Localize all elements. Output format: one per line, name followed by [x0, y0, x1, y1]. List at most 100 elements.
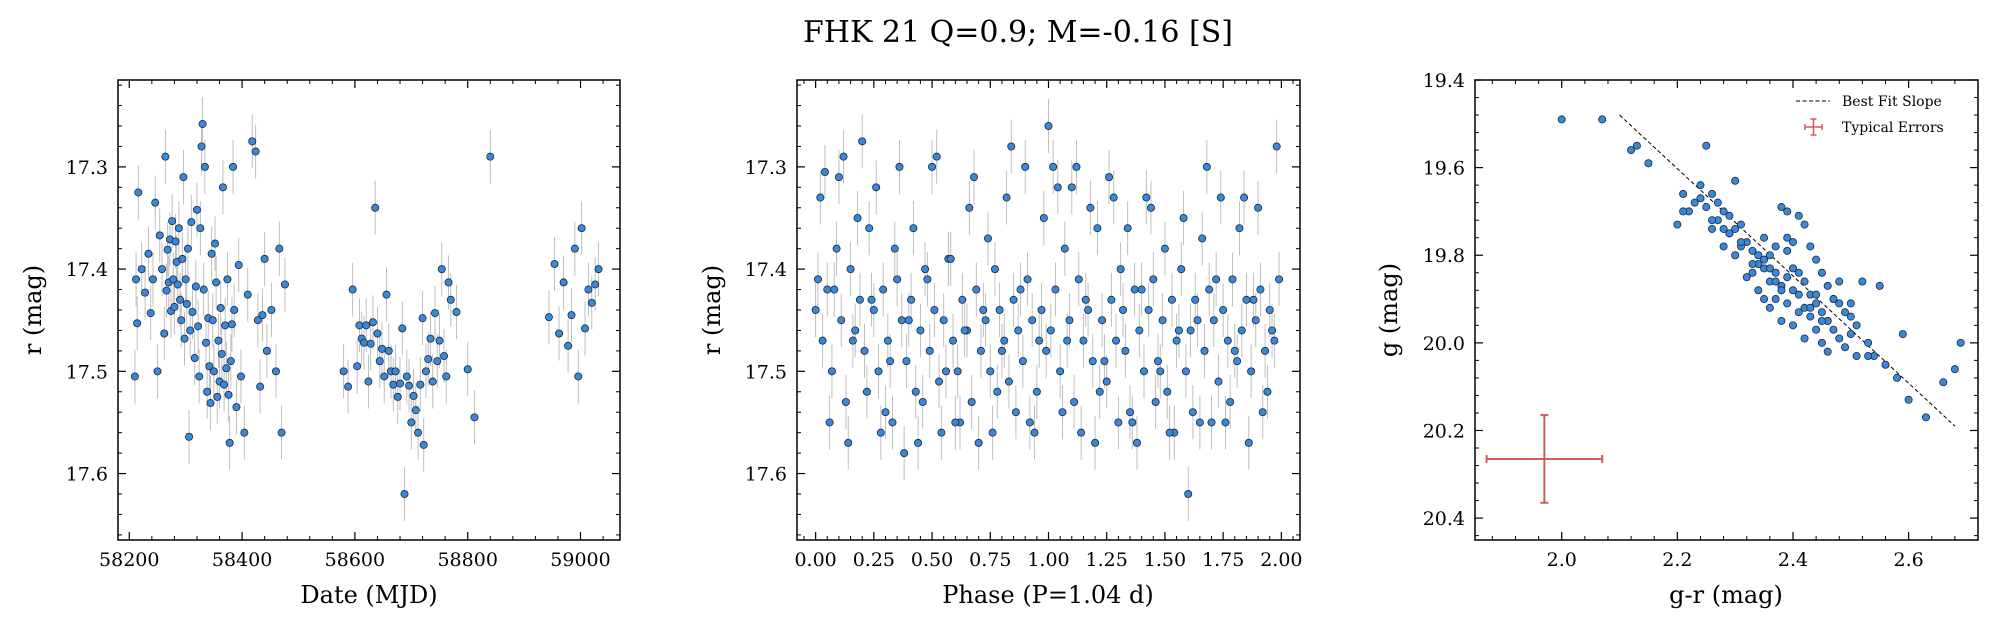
light-curve-point [384, 346, 393, 355]
phase-curve-point [1212, 275, 1221, 284]
phase-curve-point [1221, 418, 1230, 427]
phase-curve-point [1130, 285, 1139, 294]
color-magnitude-point [1841, 343, 1850, 352]
phase-curve-point [904, 316, 913, 325]
phase-curve-point [876, 428, 885, 437]
phase-curve-point [1037, 305, 1046, 314]
phase-curve-point [830, 285, 839, 294]
color-magnitude-point [1812, 325, 1821, 334]
phase-curve-point [1044, 122, 1053, 131]
color-magnitude-point [1829, 295, 1838, 304]
color-magnitude-point [1823, 281, 1832, 290]
phase-curve-point [897, 316, 906, 325]
color-magnitude-point [1806, 242, 1815, 251]
color-magnitude-point [1708, 189, 1717, 198]
light-curve-point [183, 244, 192, 253]
light-curve-point [191, 282, 200, 291]
color-magnitude-point [1760, 233, 1769, 242]
light-curve-point [564, 341, 573, 350]
color-magnitude-point [1725, 229, 1734, 238]
color-magnitude-point [1719, 242, 1728, 251]
phase-curve-point [1053, 183, 1062, 192]
phase-curve-point [921, 265, 930, 274]
color-magnitude-point [1760, 295, 1769, 304]
color-magnitude-point [1788, 238, 1797, 247]
light-curve-point [201, 338, 210, 347]
color-magnitude-point [1800, 277, 1809, 286]
color-magnitude-point [1921, 413, 1930, 422]
phase-curve-point [1032, 387, 1041, 396]
color-magnitude-point [1748, 268, 1757, 277]
color-magnitude-point [1731, 251, 1740, 260]
phase-curve-point [869, 305, 878, 314]
phase-curve-point [1247, 367, 1256, 376]
phase-curve-point [851, 326, 860, 335]
light-curve-point [373, 329, 382, 338]
light-curve-point [267, 305, 276, 314]
light-curve-y-tick-label: 17.5 [66, 361, 108, 383]
color-magnitude-point [1812, 290, 1821, 299]
phase-curve-point [1251, 316, 1260, 325]
light-curve-point [134, 188, 143, 197]
phase-curve-point [1179, 213, 1188, 222]
light-curve-point [168, 217, 177, 226]
light-curve-point [405, 381, 414, 390]
phase-curve-point [1165, 428, 1174, 437]
light-curve-point [409, 391, 418, 400]
light-curve-point [248, 137, 257, 146]
phase-curve-point [1039, 213, 1048, 222]
phase-curve-point [1093, 224, 1102, 233]
color-magnitude-point [1783, 233, 1792, 242]
light-curve-point [574, 372, 583, 381]
phase-curve-point [1188, 408, 1197, 417]
phase-curve-point [1060, 244, 1069, 253]
light-curve-x-label: Date (MJD) [300, 581, 437, 609]
light-curve-point [256, 382, 265, 391]
phase-curve-point [1049, 162, 1058, 171]
light-curve-point [243, 290, 252, 299]
color-magnitude-point [1632, 141, 1641, 150]
best-fit-slope-line [1619, 114, 1956, 427]
light-curve-point [275, 244, 284, 253]
light-curve-point [236, 372, 245, 381]
light-curve-point [234, 261, 243, 270]
phase-curve-point [874, 367, 883, 376]
light-curve-point [151, 198, 160, 207]
phase-curve-point [1139, 367, 1148, 376]
phase-curve-point [1209, 316, 1218, 325]
phase-curve-point [1198, 234, 1207, 243]
phase-curve-point [1249, 295, 1258, 304]
phase-curve-point [834, 173, 843, 182]
legend-error-swatch [1804, 118, 1823, 136]
light-curve-point [398, 324, 407, 333]
light-curve-point [428, 377, 437, 386]
phase-curve-point [890, 244, 899, 253]
phase-curve-point [1174, 326, 1183, 335]
color-magnitude-point [1708, 224, 1717, 233]
light-curve-point [407, 418, 416, 427]
phase-curve-point [841, 397, 850, 406]
light-curve-point [224, 390, 233, 399]
color-magnitude-point [1736, 220, 1745, 229]
phase-curve-point [867, 295, 876, 304]
phase-curve-point [1046, 326, 1055, 335]
color-magnitude-point [1765, 264, 1774, 273]
phase-curve-point [993, 387, 1002, 396]
light-curve-point [198, 119, 207, 128]
light-curve-point [171, 237, 180, 246]
phase-curve-x-tick-label: 0.25 [853, 549, 895, 571]
phase-curve-point [949, 336, 958, 345]
light-curve-point [418, 314, 427, 323]
phase-curve-point [1146, 203, 1155, 212]
phase-curve-point [1207, 418, 1216, 427]
light-curve-point [222, 364, 231, 373]
phase-curve-y-tick-label: 17.5 [745, 361, 787, 383]
light-curve-point [262, 346, 271, 355]
phase-curve-point [1158, 316, 1167, 325]
phase-curve-point [1186, 326, 1195, 335]
phase-curve-point [928, 162, 937, 171]
phase-curve-point [823, 285, 832, 294]
light-curve-point [157, 265, 166, 274]
color-magnitude-point [1783, 273, 1792, 282]
light-curve-point [440, 351, 449, 360]
